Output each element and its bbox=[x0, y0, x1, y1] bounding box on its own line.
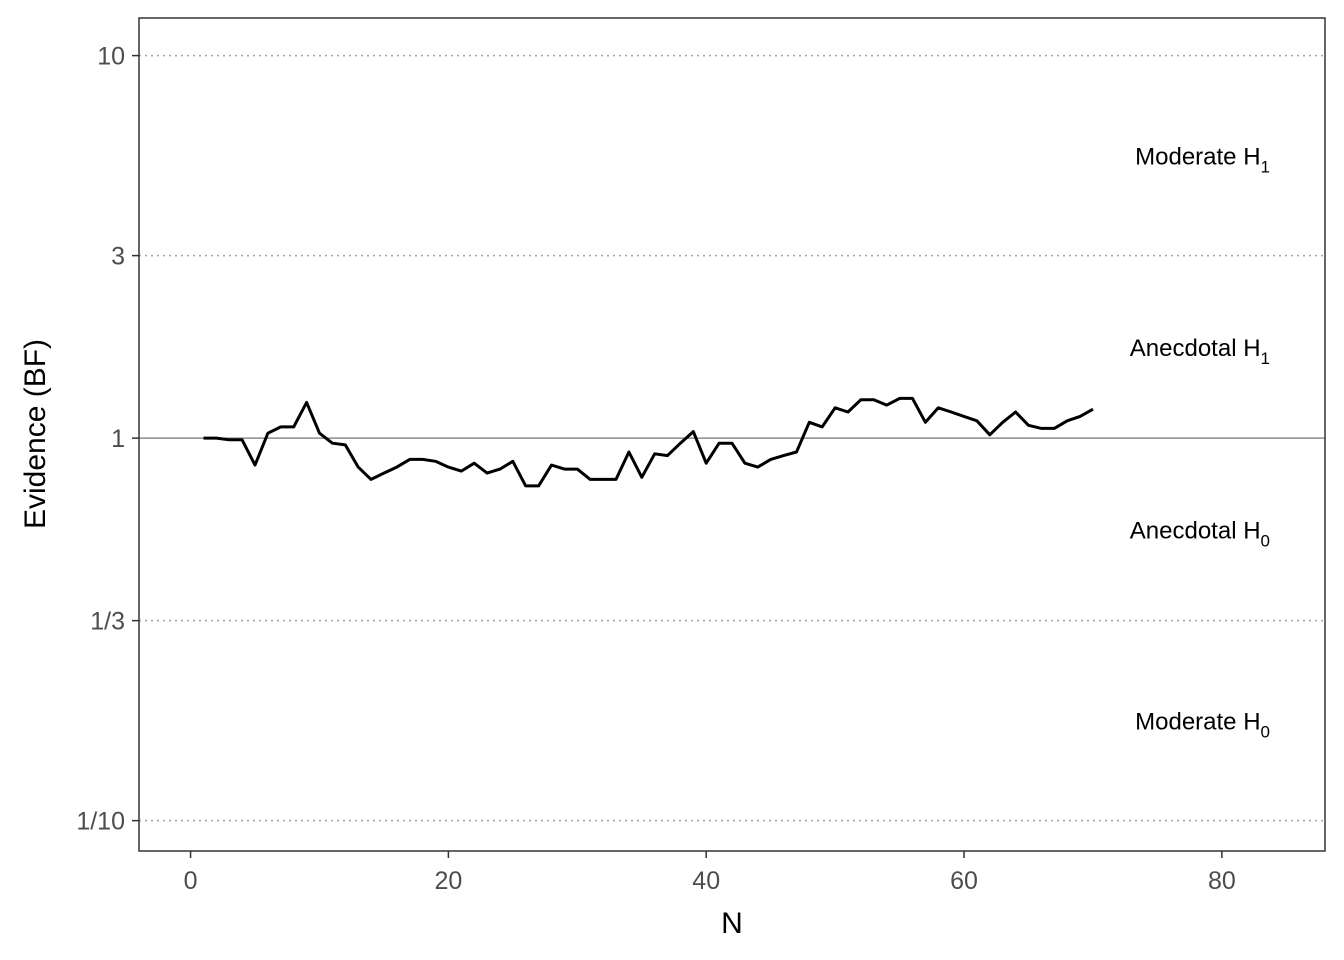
y-axis-title: Evidence (BF) bbox=[19, 339, 52, 529]
series-line-0 bbox=[203, 396, 1094, 488]
zone-label-1: Anecdotal H1 bbox=[1130, 335, 1270, 368]
plot-panel-border bbox=[138, 17, 1326, 852]
y-axis: 10 3 1 1/3 1/10 bbox=[76, 43, 139, 836]
zone-label-0: Moderate H1 bbox=[1135, 144, 1270, 177]
x-axis: 0 20 40 60 80 bbox=[184, 851, 1236, 895]
y-tick-label-2: 1 bbox=[111, 425, 125, 453]
x-tick-label-1: 20 bbox=[434, 867, 462, 895]
evidence-zone-labels: Moderate H1 Anecdotal H1 Anecdotal H0 Moder… bbox=[1130, 144, 1270, 742]
zone-label-2: Anecdotal H0 bbox=[1130, 517, 1270, 550]
y-tick-label-1: 3 bbox=[111, 243, 125, 271]
x-axis-title: N bbox=[721, 907, 743, 940]
x-tick-label-2: 40 bbox=[692, 867, 720, 895]
x-tick-label-0: 0 bbox=[184, 867, 198, 895]
series-group bbox=[203, 396, 1094, 488]
y-tick-label-3: 1/3 bbox=[90, 608, 125, 636]
reference-lines bbox=[139, 54, 1325, 822]
y-tick-label-0: 10 bbox=[97, 43, 125, 71]
x-tick-label-4: 80 bbox=[1208, 867, 1236, 895]
y-tick-label-4: 1/10 bbox=[76, 808, 125, 836]
zone-label-3: Moderate H0 bbox=[1135, 708, 1270, 741]
x-tick-label-3: 60 bbox=[950, 867, 978, 895]
